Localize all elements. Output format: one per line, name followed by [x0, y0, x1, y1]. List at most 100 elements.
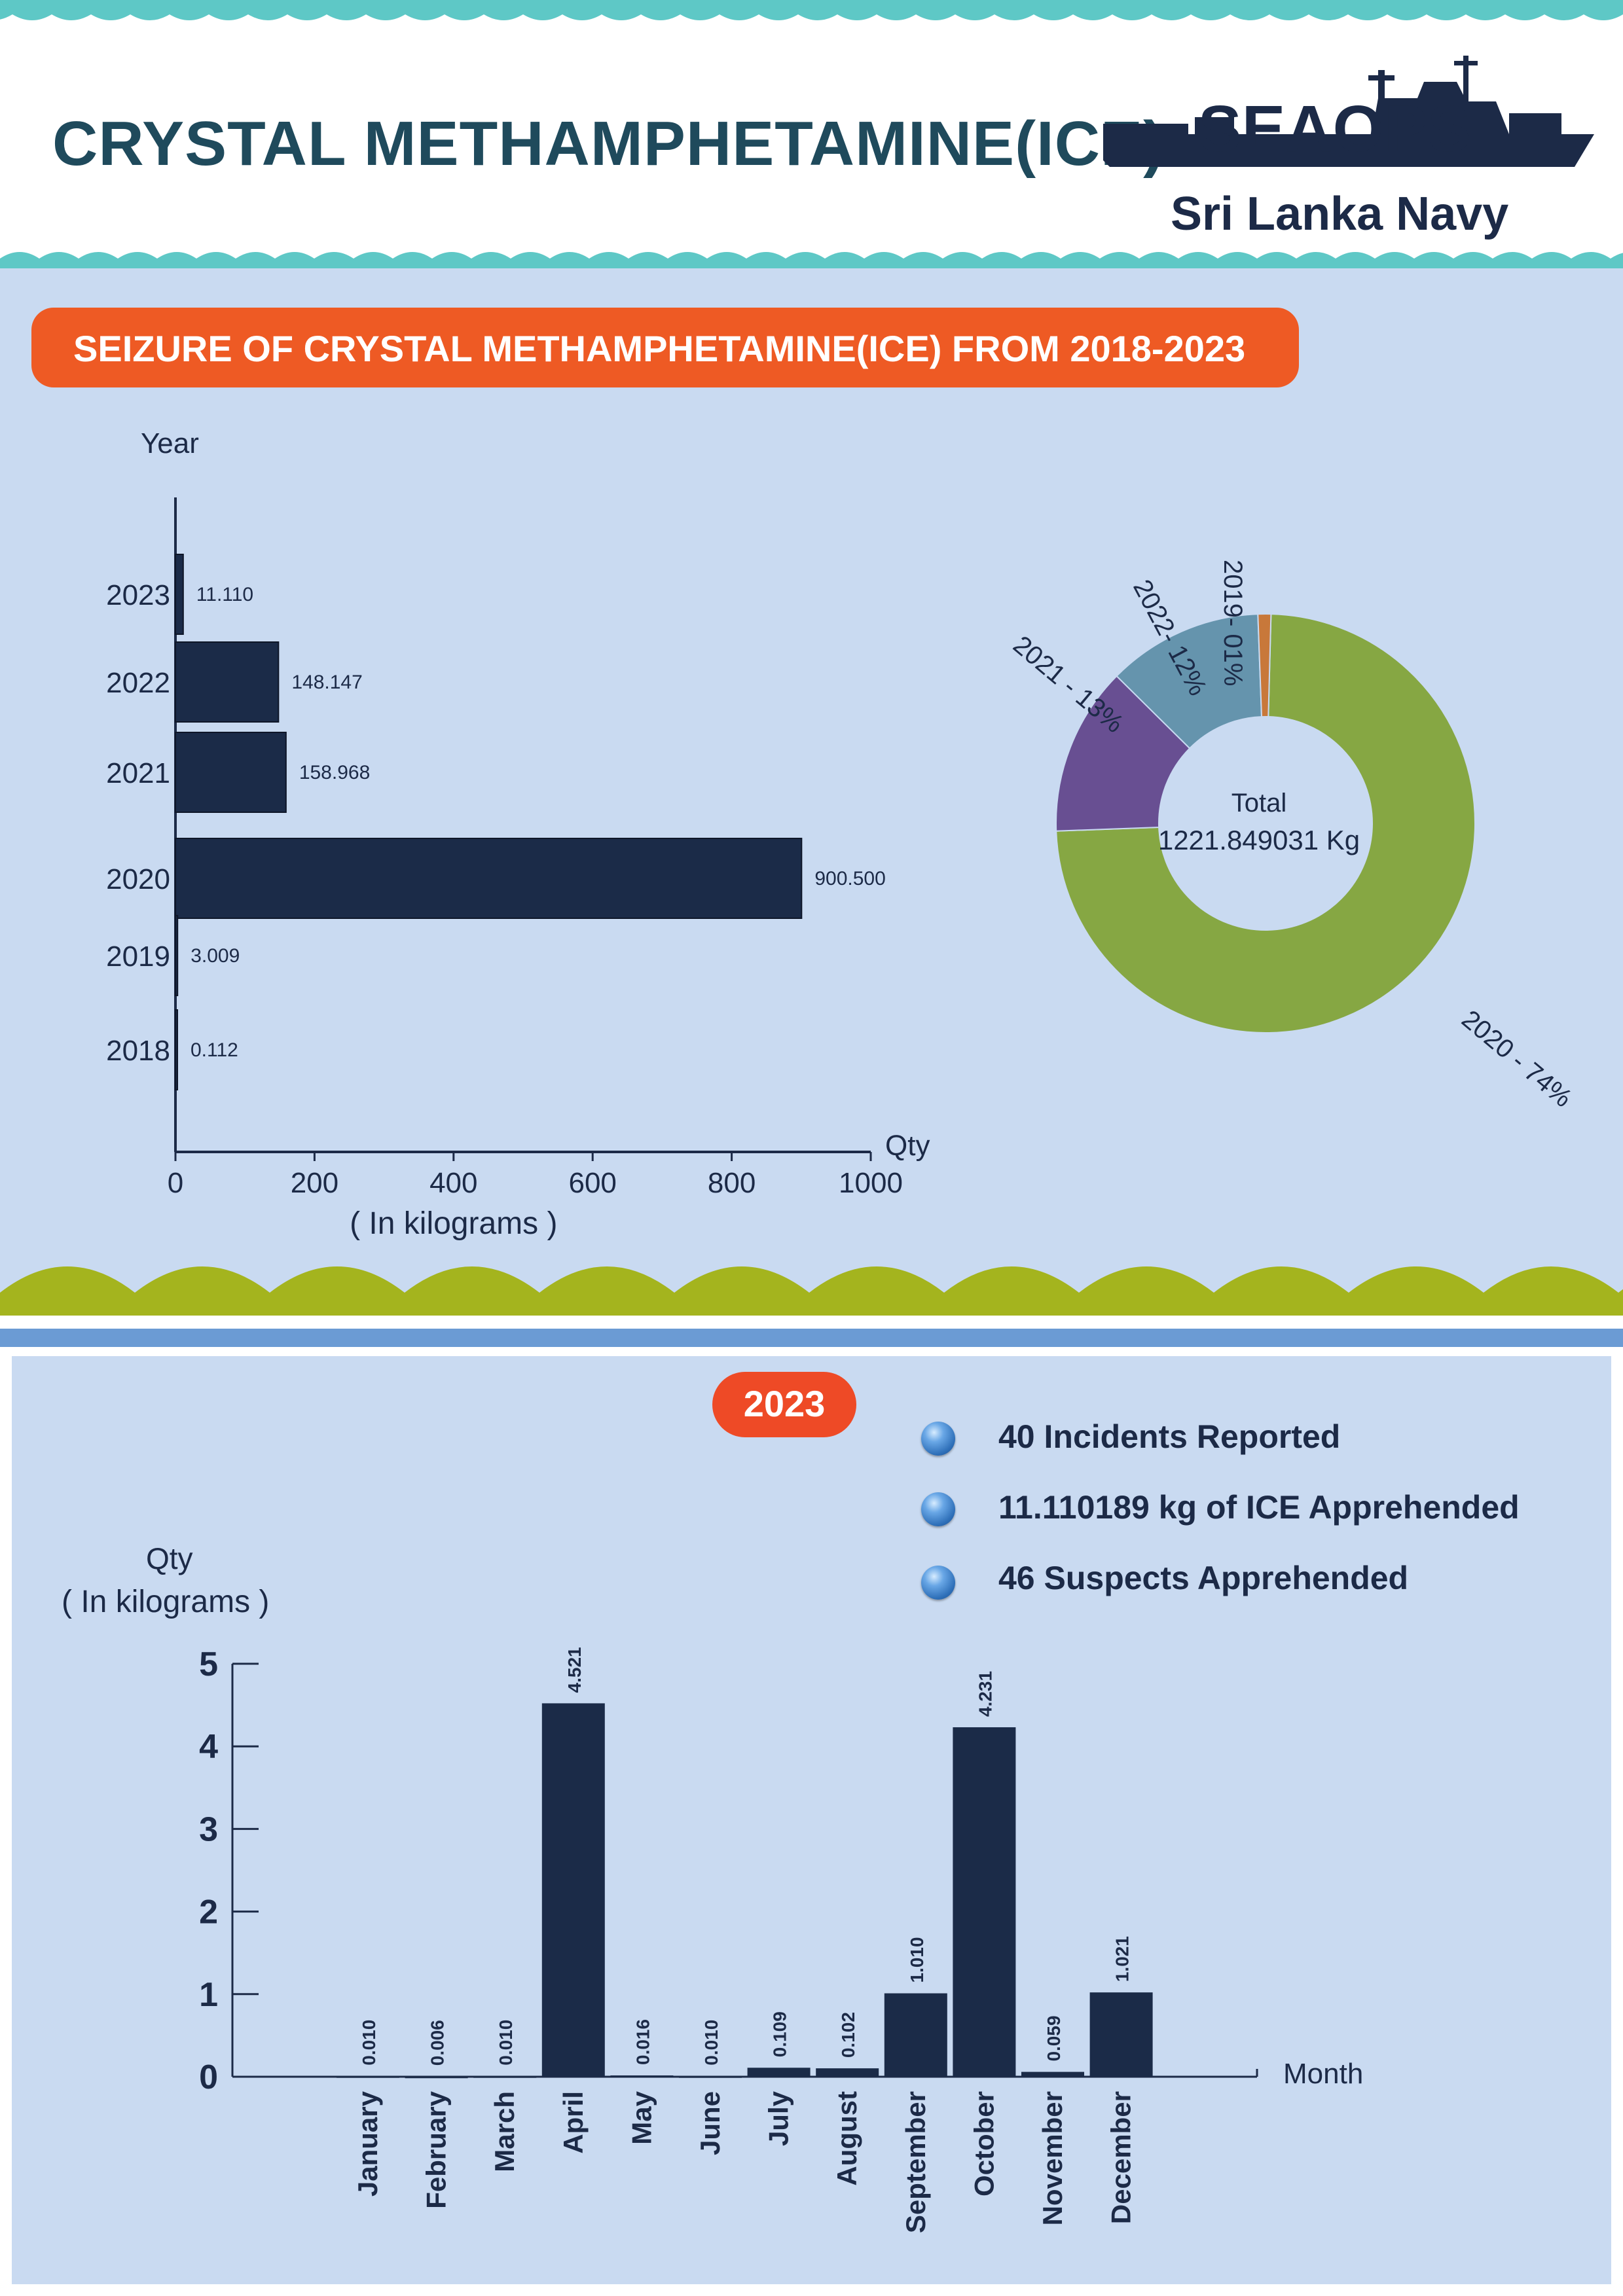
- bullet-icon: [921, 1566, 955, 1600]
- month-label: January: [352, 2090, 383, 2197]
- month-label: May: [626, 2090, 657, 2144]
- section2-panel: [12, 1356, 1611, 2284]
- data-label: 0.109: [770, 2011, 790, 2057]
- bullet-icon: [921, 1422, 955, 1456]
- bar-2021: [175, 732, 287, 813]
- y-tick-label: 4: [199, 1728, 218, 1766]
- yearly-share-donut-chart: 2020 - 74%2021 - 13%2022- 12% 2019- 01%To…: [1008, 560, 1577, 1113]
- bar-2018: [175, 1009, 178, 1090]
- bar-2020: [175, 838, 803, 919]
- section-divider: [0, 1329, 1623, 1347]
- axis-label-x-end: Qty: [885, 1130, 930, 1162]
- month-label: September: [900, 2091, 931, 2233]
- bar-august: [816, 2068, 879, 2077]
- stat-incidents: 40 Incidents Reported: [998, 1418, 1341, 1455]
- x-tick-label: 200: [291, 1167, 338, 1199]
- donut-slice-2019: [1257, 613, 1272, 718]
- bottom-olive-waves: [0, 1266, 1623, 1316]
- y-tick-label: 3: [199, 1810, 218, 1848]
- bar-february: [405, 2076, 468, 2079]
- data-label: 0.010: [701, 2020, 721, 2066]
- data-label: 1.021: [1112, 1936, 1133, 1982]
- brand-logo-text: SEAOPS: [1198, 92, 1471, 166]
- slice-label: 2020 - 74%: [1456, 1005, 1577, 1113]
- data-label: 3.009: [191, 945, 240, 967]
- bar-july: [747, 2068, 811, 2077]
- y-tick-label: 5: [199, 1645, 218, 1683]
- month-label: June: [695, 2091, 725, 2155]
- y-tick-label: 2022: [106, 667, 170, 699]
- data-label: 0.010: [496, 2020, 516, 2066]
- x-tick-label: 1000: [839, 1167, 903, 1199]
- x-tick-label: 800: [708, 1167, 756, 1199]
- y-tick-label: 0: [199, 2058, 218, 2096]
- month-label: August: [831, 2091, 862, 2186]
- y-tick-label: 1: [199, 1976, 218, 2014]
- yearly-seizure-bar-chart: Year Qty ( In kilograms ) 0 200 400 600 800 1000…: [106, 427, 930, 1241]
- data-label: 900.500: [814, 868, 885, 889]
- y-tick-label: 2018: [106, 1035, 170, 1067]
- bar-2019: [175, 915, 179, 996]
- bar-december: [1089, 1992, 1153, 2077]
- page-title: CRYSTAL METHAMPHETAMINE(ICE): [52, 109, 1165, 179]
- monthly-chart-ylabel-qty: Qty: [146, 1541, 193, 1575]
- donut-slice-2022: [1116, 613, 1263, 749]
- section1-banner: [31, 308, 1299, 387]
- x-tick-label: 400: [429, 1167, 477, 1199]
- bar-may: [610, 2075, 674, 2077]
- bottom-teal-wave: [0, 2284, 1623, 2296]
- bar-2023: [175, 554, 184, 635]
- year-badge: [712, 1372, 856, 1437]
- data-label: 4.521: [564, 1647, 585, 1693]
- monthly-chart-ylabel-unit: ( In kilograms ): [62, 1585, 270, 1619]
- stat-suspects: 46 Suspects Apprehended: [998, 1560, 1409, 1596]
- bar-april: [541, 1703, 605, 2077]
- data-label: 0.112: [191, 1039, 238, 1061]
- year-badge-label: 2023: [743, 1383, 826, 1424]
- month-label: November: [1037, 2091, 1068, 2225]
- slice-label: 2019- 01%: [1218, 560, 1247, 686]
- axis-label-x: Month: [1283, 2058, 1363, 2090]
- month-label: October: [968, 2091, 999, 2197]
- y-tick-label: 2021: [106, 757, 170, 789]
- bar-january: [337, 2075, 399, 2078]
- data-label: 4.231: [975, 1671, 995, 1717]
- month-label: July: [763, 2090, 794, 2146]
- axis-label-x: ( In kilograms ): [350, 1206, 557, 1241]
- data-label: 158.968: [299, 762, 370, 783]
- donut-slice-2021: [1055, 675, 1191, 832]
- month-label: December: [1106, 2091, 1137, 2224]
- navy-ship-logo-icon: [1103, 56, 1594, 167]
- month-label: March: [489, 2091, 520, 2172]
- month-label: February: [421, 2090, 452, 2208]
- data-label: 0.059: [1044, 2015, 1064, 2061]
- data-label: 0.006: [428, 2020, 448, 2066]
- data-label: 11.110: [196, 584, 253, 605]
- data-label: 0.010: [359, 2020, 379, 2066]
- donut-center-label: Total: [1231, 789, 1287, 817]
- bar-october: [953, 1727, 1016, 2077]
- top-teal-wave: [0, 0, 1623, 20]
- y-tick-label: 2023: [106, 579, 170, 611]
- axis-label-y: Year: [141, 427, 199, 459]
- bar-march: [473, 2075, 537, 2078]
- data-label: 0.102: [838, 2012, 858, 2058]
- stat-ice-apprehended: 11.110189 kg of ICE Apprehended: [998, 1489, 1520, 1526]
- y-tick-label: 2019: [106, 941, 170, 973]
- data-label: 148.147: [291, 672, 362, 693]
- organization-name: Sri Lanka Navy: [1171, 188, 1509, 240]
- month-label: April: [558, 2091, 589, 2154]
- data-label: 0.016: [632, 2019, 653, 2065]
- monthly-2023-bar-chart: Month 0 1 2 3 4 5 0.010 January 0.006 February 0.01…: [199, 1645, 1363, 2233]
- bar-2022: [175, 641, 280, 723]
- x-tick-label: 0: [168, 1167, 183, 1199]
- bar-september: [884, 1993, 947, 2077]
- donut-center-value: 1221.849031 Kg: [1158, 825, 1360, 855]
- donut-slice-2020: [1055, 613, 1476, 1034]
- y-tick-label: 2020: [106, 863, 170, 895]
- y-tick-label: 2: [199, 1893, 218, 1931]
- section1-banner-title: SEIZURE OF CRYSTAL METHAMPHETAMINE(ICE) …: [73, 328, 1246, 369]
- x-tick-label: 600: [568, 1167, 616, 1199]
- bullet-icon: [921, 1492, 955, 1526]
- bar-june: [679, 2075, 742, 2078]
